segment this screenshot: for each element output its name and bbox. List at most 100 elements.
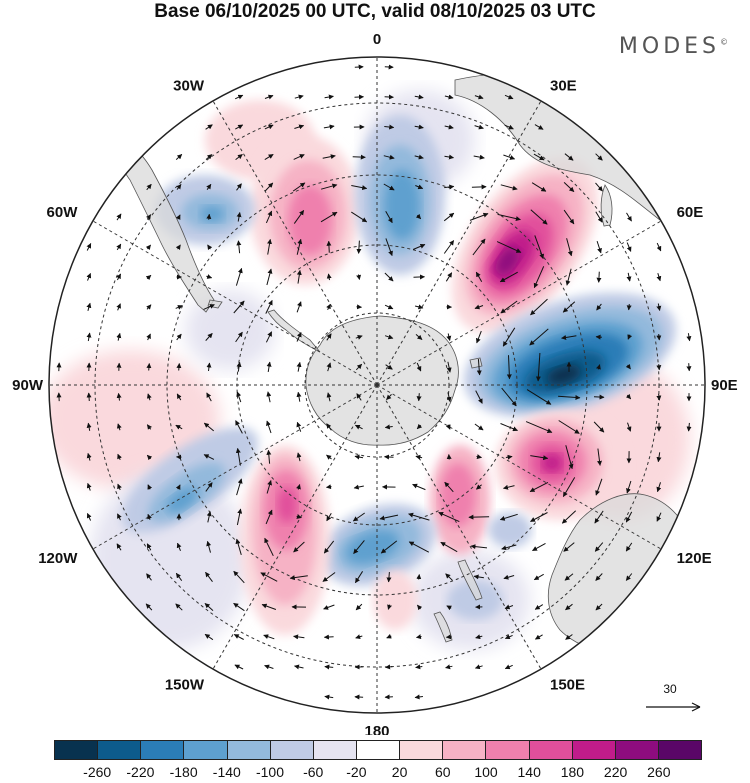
colorbar-tick-label: 180 [560, 764, 585, 780]
wind-arrow [533, 573, 544, 581]
wind-arrow [474, 124, 484, 130]
wind-arrow [296, 269, 302, 284]
wind-arrow [417, 604, 423, 611]
wind-arrow [206, 362, 212, 372]
wind-arrow [445, 424, 451, 430]
wind-arrow [264, 537, 274, 557]
wind-arrow [656, 303, 662, 311]
wind-arrow [415, 213, 422, 220]
anomaly-blob [495, 246, 520, 276]
wind-arrow [323, 634, 334, 640]
wind-arrow [116, 543, 122, 551]
colorbar-tick-label: 100 [474, 764, 498, 780]
meridian-line [92, 220, 378, 386]
wind-arrow [595, 478, 603, 496]
wind-arrow [147, 513, 152, 520]
wind-arrow [296, 331, 302, 342]
colorbar-ticks: -260 -220 -180 -140 -100 -60 -20 20 60 100 140 180 2… [54, 764, 702, 782]
wind-arrow [176, 542, 182, 551]
wind-arrow [504, 634, 513, 640]
wind-arrow [625, 393, 632, 400]
wind-arrow [265, 331, 273, 343]
wind-arrow [504, 94, 514, 100]
wind-arrow [474, 94, 484, 100]
colorbar-swatch [572, 741, 616, 759]
colorbar-swatch [184, 741, 228, 759]
longitude-label: 150E [550, 677, 585, 694]
wind-arrow [355, 603, 363, 611]
wind-arrow [86, 482, 92, 491]
wind-arrow [596, 364, 601, 370]
wind-arrow [264, 182, 274, 192]
wind-arrow [236, 212, 242, 222]
colorbar-swatch [529, 741, 573, 759]
colorbar [54, 740, 702, 760]
wind-arrow [534, 124, 544, 130]
wind-arrow [474, 304, 484, 310]
wind-arrow [354, 424, 363, 430]
wind-arrow [205, 124, 213, 130]
wind-arrow [526, 389, 552, 405]
wind-arrow [261, 603, 277, 610]
wind-arrow [533, 266, 545, 289]
wind-arrow [356, 393, 362, 401]
wind-arrow [86, 332, 92, 342]
wind-arrow [292, 182, 306, 192]
wind-arrow [176, 363, 182, 371]
wind-arrow [146, 573, 152, 581]
longitude-label: 0 [373, 31, 381, 48]
wind-arrow [296, 361, 302, 372]
wind-arrow [625, 573, 633, 581]
wind-arrow [625, 542, 633, 552]
wind-arrow [326, 240, 332, 253]
wind-arrow [355, 363, 363, 371]
colorbar-tick-label: -20 [346, 764, 367, 780]
wind-arrow [408, 512, 430, 521]
wind-arrow [504, 604, 514, 610]
wind-arrow [146, 214, 152, 220]
meridian-line [376, 220, 662, 386]
wind-arrow [444, 184, 455, 190]
wind-arrow [566, 238, 573, 257]
wind-arrow [207, 244, 213, 251]
wind-arrow [203, 422, 215, 432]
wind-arrow [500, 300, 518, 314]
anomaly-blob [166, 487, 198, 513]
wind-arrow [476, 454, 482, 460]
wind-arrow [175, 484, 181, 490]
brand-text: MODES [618, 34, 720, 59]
wind-arrow [626, 480, 632, 494]
wind-arrow [296, 238, 303, 255]
anomaly-blob [200, 206, 224, 222]
wind-arrow [416, 393, 422, 402]
wind-arrow [626, 272, 632, 282]
wind-arrow [505, 454, 513, 460]
longitude-label: 30E [550, 77, 577, 94]
wind-arrow [86, 243, 92, 251]
wind-arrow [440, 541, 458, 553]
wind-arrow [204, 633, 214, 641]
wind-arrow [352, 154, 366, 160]
wind-arrow [416, 423, 423, 430]
wind-arrow [414, 694, 423, 700]
wind-arrow [326, 273, 332, 281]
colorbar-swatch [270, 741, 314, 759]
wind-arrow [293, 209, 305, 224]
wind-arrow [596, 240, 602, 254]
wind-arrow [444, 94, 454, 100]
wind-arrow [501, 544, 517, 551]
wind-arrow [414, 304, 424, 310]
colorbar-tick-label: -180 [169, 764, 198, 780]
wind-arrow [473, 154, 485, 160]
wind-arrow [146, 304, 152, 310]
wind-arrow [625, 511, 633, 523]
wind-arrow [323, 604, 335, 610]
wind-arrow [597, 448, 602, 466]
polar-stereographic-map: 0 30E 60E 90E 120E 150E 180 150W 120W 90W 60W 30W [12, 31, 738, 735]
wind-arrow [414, 94, 424, 100]
colorbar-tick-label: -60 [303, 764, 324, 780]
wind-arrow [626, 304, 632, 311]
wind-arrow [506, 355, 512, 380]
wind-arrow [534, 604, 544, 610]
colorbar-swatch [313, 741, 357, 759]
